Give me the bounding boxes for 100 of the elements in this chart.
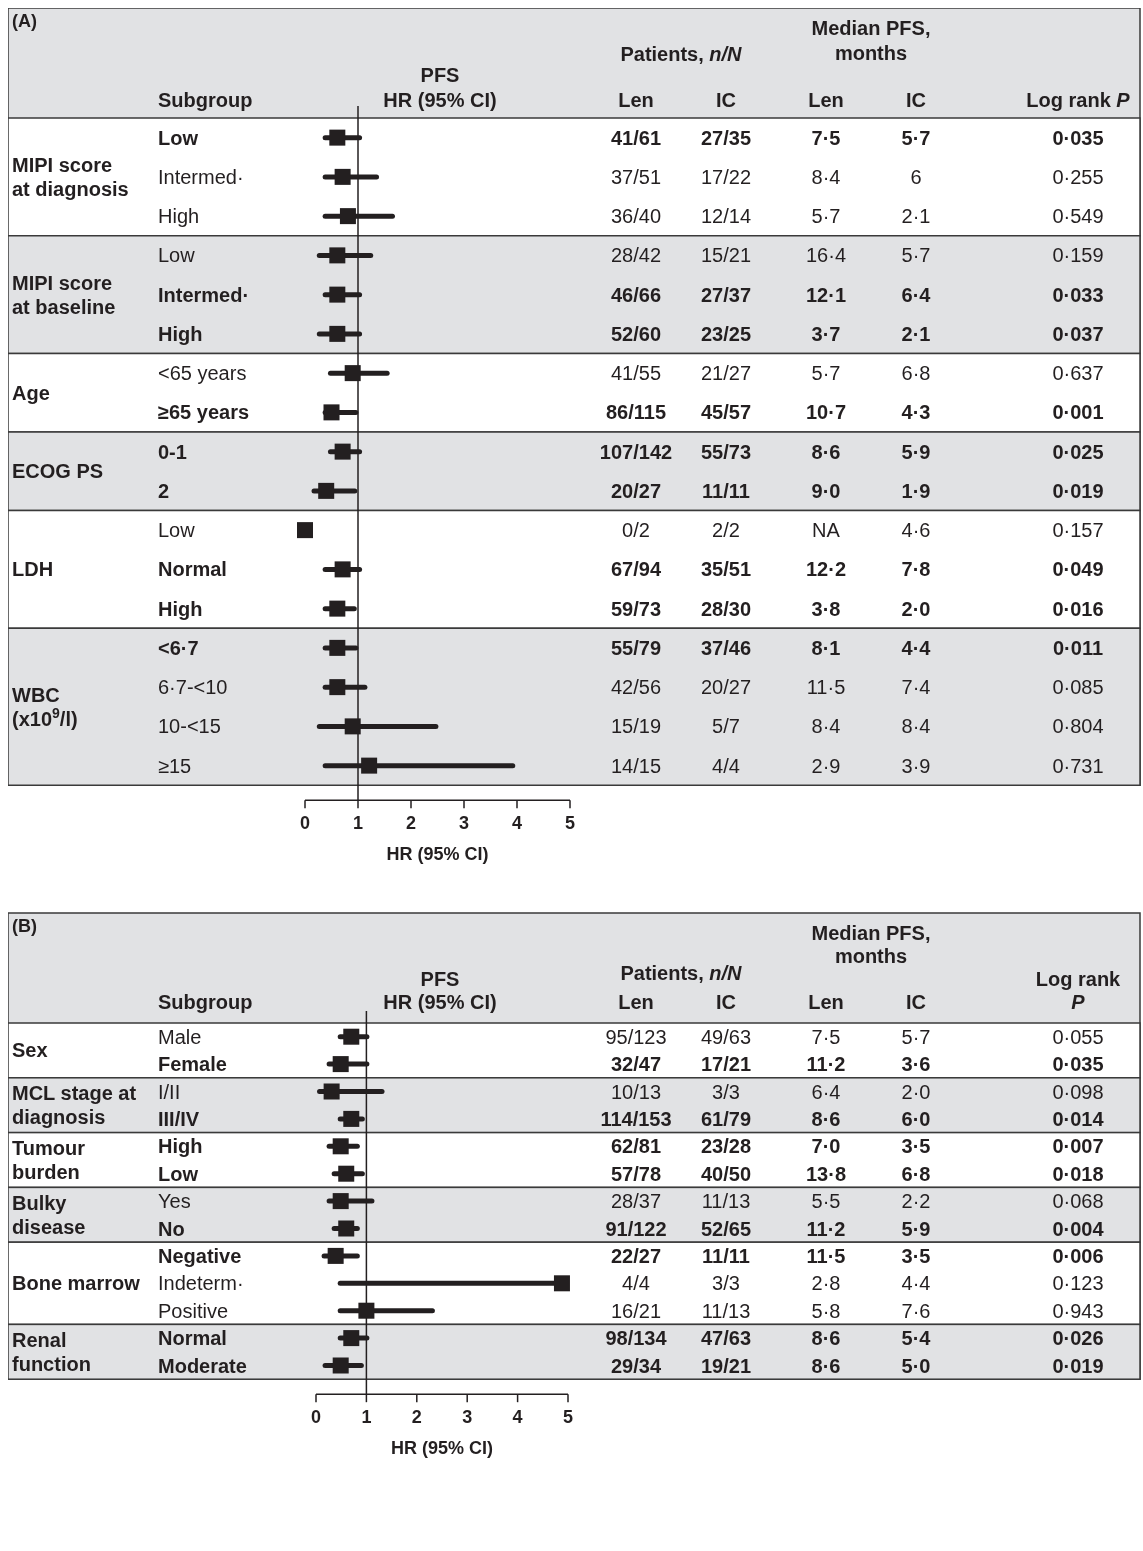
- y-tick-label: Low: [158, 519, 196, 542]
- text: 107/142: [599, 440, 673, 463]
- text: 8·6: [811, 1327, 841, 1350]
- text: NA: [812, 519, 841, 542]
- text: 8·6: [811, 1107, 841, 1130]
- text: 0·068: [1052, 1190, 1104, 1213]
- text: 3·8: [811, 597, 841, 620]
- text: 0·026: [1052, 1327, 1104, 1350]
- text: 0·035: [1052, 126, 1104, 149]
- text: LDH: [12, 558, 54, 581]
- text: 2·1: [901, 205, 931, 228]
- text: 45/57: [700, 401, 752, 424]
- text: Len: [808, 89, 844, 111]
- text: 7·8: [901, 558, 931, 581]
- text: 42/56: [610, 676, 662, 699]
- x-tick-label: 5: [562, 1407, 574, 1428]
- y-tick-label: ≥15: [158, 754, 192, 777]
- text: 16·4: [805, 244, 847, 267]
- text: 4/4: [712, 754, 740, 777]
- text: 13·8: [805, 1162, 847, 1185]
- text: Bulky disease: [12, 1191, 86, 1238]
- y-tick-label: ≥65 years: [158, 401, 250, 424]
- text: 67/94: [610, 558, 662, 581]
- text: IC: [716, 991, 736, 1013]
- text: 6·8: [901, 362, 931, 385]
- text: 0·549: [1052, 205, 1104, 228]
- text: 6·0: [901, 1107, 931, 1130]
- text: 5·0: [901, 1354, 931, 1377]
- text: 20/27: [610, 479, 662, 502]
- text: 0·159: [1052, 244, 1104, 267]
- y-tick-label: High: [158, 597, 203, 620]
- text: 11·5: [806, 1244, 846, 1267]
- text: 8·4: [811, 165, 841, 188]
- text: 2·1: [901, 322, 931, 345]
- text: HR (95% CI): [386, 844, 489, 865]
- y-tick-label: Intermed·: [158, 283, 250, 306]
- text: IC: [716, 89, 736, 111]
- text: WBC (x10$^{9}$/l): [12, 683, 78, 730]
- text: PFS: [420, 968, 460, 990]
- y-tick-label: Negative: [158, 1244, 242, 1267]
- text: (B): [12, 916, 37, 936]
- text: 2·8: [811, 1272, 841, 1295]
- text: 0·035: [1052, 1053, 1104, 1076]
- y-tick-label: Normal: [158, 558, 227, 581]
- y-tick-label: 10-<15: [158, 715, 221, 738]
- text: 0·025: [1052, 440, 1104, 463]
- y-tick-label: Intermed·: [158, 165, 244, 188]
- text: 10·7: [805, 401, 847, 424]
- text: 2/2: [712, 519, 740, 542]
- text: 11/11: [702, 479, 750, 502]
- text: 17/22: [700, 165, 752, 188]
- text: 8·6: [811, 1354, 841, 1377]
- text: 1·9: [901, 479, 931, 502]
- text: HR (95% CI): [390, 1438, 494, 1459]
- text: 0/2: [622, 519, 650, 542]
- text: 4·4: [901, 636, 932, 659]
- text: 7·6: [901, 1299, 931, 1322]
- text: 5·8: [811, 1299, 841, 1322]
- text: 6·4: [901, 283, 932, 306]
- text: 12·1: [805, 283, 847, 306]
- y-tick-label: Female: [158, 1053, 227, 1076]
- text: 41/55: [610, 362, 662, 385]
- text: 0·098: [1052, 1080, 1104, 1103]
- text: 5·7: [811, 362, 841, 385]
- text: 0·123: [1052, 1272, 1104, 1295]
- text: 0·637: [1052, 362, 1104, 385]
- text: Len: [808, 991, 844, 1013]
- text: 0·006: [1052, 1244, 1104, 1267]
- text: Sex: [12, 1039, 48, 1062]
- text: (A): [12, 11, 37, 31]
- text: 28/42: [610, 244, 662, 267]
- x-tick-label: 2: [405, 813, 417, 834]
- text: Len: [618, 89, 654, 111]
- text: 17/21: [700, 1053, 752, 1076]
- text: PFS: [420, 64, 460, 86]
- text: 4·3: [901, 401, 931, 424]
- text: Patients, n/N: [620, 962, 743, 984]
- text: 3·7: [811, 322, 841, 345]
- y-tick-label: Yes: [158, 1190, 191, 1213]
- text: Renal function: [12, 1328, 91, 1375]
- text: 5·7: [901, 244, 931, 267]
- text: 0·018: [1052, 1162, 1104, 1185]
- y-tick-label: Indeterm·: [158, 1272, 244, 1295]
- x-tick-label: 3: [458, 813, 470, 834]
- text: 8·4: [901, 715, 931, 738]
- x-tick-label: 3: [462, 1407, 473, 1428]
- text: 49/63: [700, 1025, 752, 1048]
- text: 0·016: [1052, 597, 1104, 620]
- text: 6·8: [901, 1162, 931, 1185]
- text: 19/21: [700, 1354, 752, 1377]
- text: 0·157: [1052, 519, 1104, 542]
- y-tick-label: No: [158, 1217, 185, 1240]
- text: MCL stage at diagnosis: [12, 1082, 137, 1129]
- text: 2·2: [901, 1190, 931, 1213]
- text: 3·6: [901, 1053, 931, 1076]
- y-tick-label: 2: [158, 479, 170, 502]
- text: 20/27: [700, 676, 752, 699]
- text: 12·2: [805, 558, 847, 581]
- text: 27/37: [700, 283, 752, 306]
- text: 62/81: [610, 1135, 662, 1158]
